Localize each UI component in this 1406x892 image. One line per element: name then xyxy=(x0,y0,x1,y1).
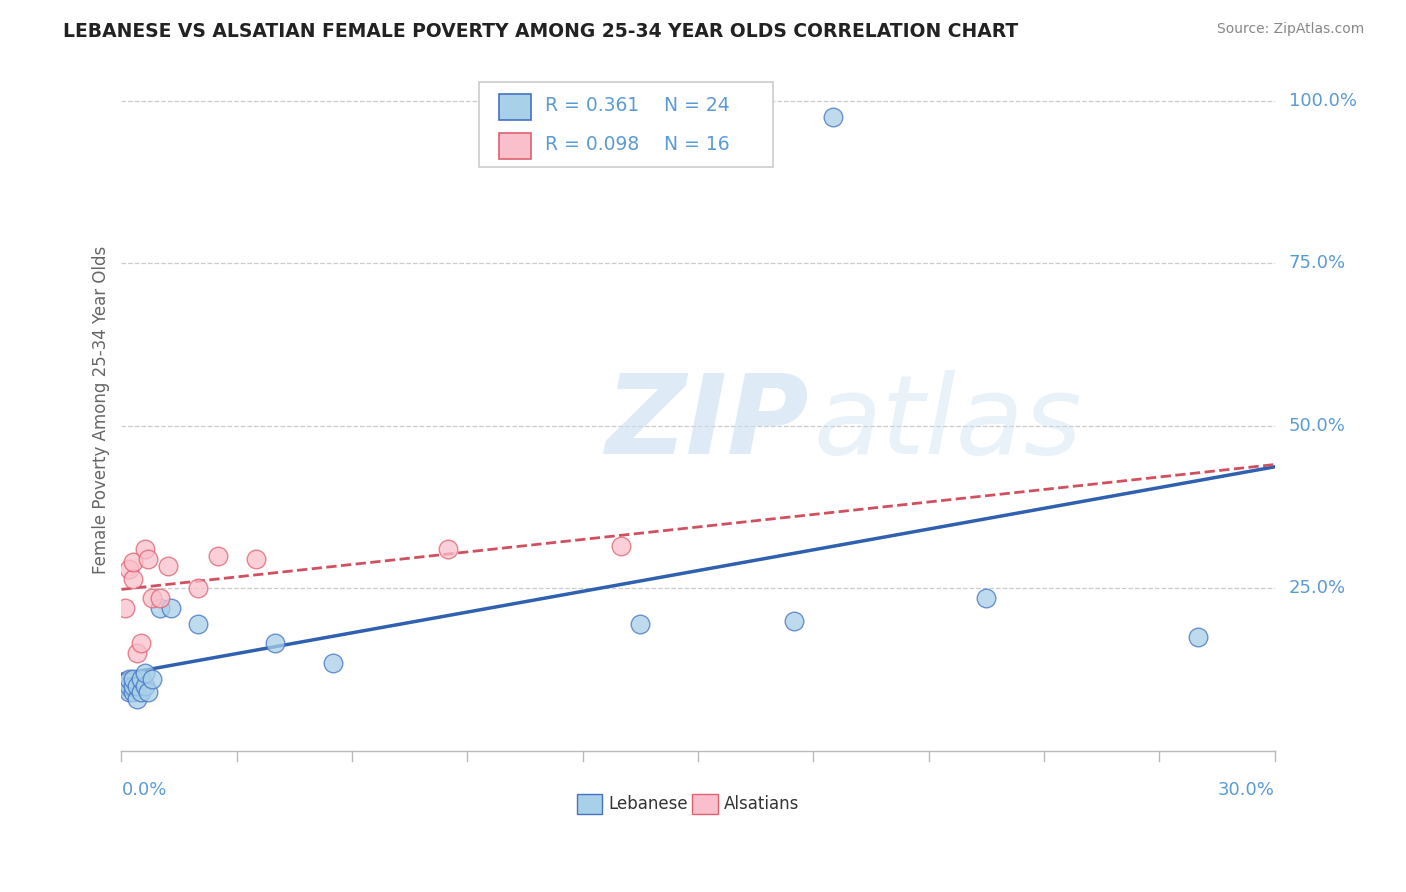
Point xyxy=(610,539,633,553)
Point xyxy=(141,672,163,686)
Point xyxy=(187,581,209,595)
Text: atlas: atlas xyxy=(814,370,1083,476)
Text: 0.0%: 0.0% xyxy=(121,781,167,799)
Text: Alsatians: Alsatians xyxy=(724,795,799,813)
Point xyxy=(114,679,136,693)
Point xyxy=(122,572,145,586)
Point xyxy=(125,691,148,706)
Point xyxy=(122,679,145,693)
Text: Lebanese: Lebanese xyxy=(609,795,688,813)
Text: R = 0.361: R = 0.361 xyxy=(544,95,638,115)
Point xyxy=(156,558,179,573)
Point xyxy=(118,672,141,686)
FancyBboxPatch shape xyxy=(499,95,531,120)
Point xyxy=(245,552,267,566)
Point xyxy=(125,679,148,693)
Point xyxy=(118,679,141,693)
Point xyxy=(129,685,152,699)
Point xyxy=(134,542,156,557)
Text: N = 24: N = 24 xyxy=(664,95,730,115)
Point xyxy=(1187,630,1209,644)
Point xyxy=(138,552,160,566)
Point xyxy=(114,600,136,615)
FancyBboxPatch shape xyxy=(479,82,773,168)
Point xyxy=(134,665,156,680)
Point xyxy=(141,591,163,605)
Y-axis label: Female Poverty Among 25-34 Year Olds: Female Poverty Among 25-34 Year Olds xyxy=(93,245,110,574)
Point xyxy=(187,617,209,632)
Point xyxy=(821,110,844,124)
Point xyxy=(149,600,172,615)
Point xyxy=(630,617,652,632)
Point xyxy=(783,614,806,628)
Point xyxy=(125,646,148,660)
Text: LEBANESE VS ALSATIAN FEMALE POVERTY AMONG 25-34 YEAR OLDS CORRELATION CHART: LEBANESE VS ALSATIAN FEMALE POVERTY AMON… xyxy=(63,22,1018,41)
FancyBboxPatch shape xyxy=(499,134,531,160)
Point xyxy=(207,549,229,563)
Point xyxy=(122,555,145,569)
Point xyxy=(264,636,287,650)
Text: N = 16: N = 16 xyxy=(664,135,730,154)
FancyBboxPatch shape xyxy=(576,794,602,814)
Point xyxy=(138,685,160,699)
Text: Source: ZipAtlas.com: Source: ZipAtlas.com xyxy=(1216,22,1364,37)
Point xyxy=(118,562,141,576)
Point xyxy=(129,672,152,686)
Text: 30.0%: 30.0% xyxy=(1218,781,1275,799)
Point xyxy=(134,679,156,693)
Text: 25.0%: 25.0% xyxy=(1289,579,1346,598)
Point xyxy=(976,591,998,605)
Point xyxy=(122,672,145,686)
Point xyxy=(118,685,141,699)
Text: 100.0%: 100.0% xyxy=(1289,92,1357,110)
Text: 50.0%: 50.0% xyxy=(1289,417,1346,434)
Text: 75.0%: 75.0% xyxy=(1289,254,1346,272)
Point xyxy=(122,685,145,699)
Point xyxy=(149,591,172,605)
Text: ZIP: ZIP xyxy=(606,370,810,476)
Point xyxy=(322,656,344,670)
Text: R = 0.098: R = 0.098 xyxy=(544,135,638,154)
FancyBboxPatch shape xyxy=(692,794,717,814)
Point xyxy=(437,542,460,557)
Point xyxy=(160,600,183,615)
Point xyxy=(129,636,152,650)
